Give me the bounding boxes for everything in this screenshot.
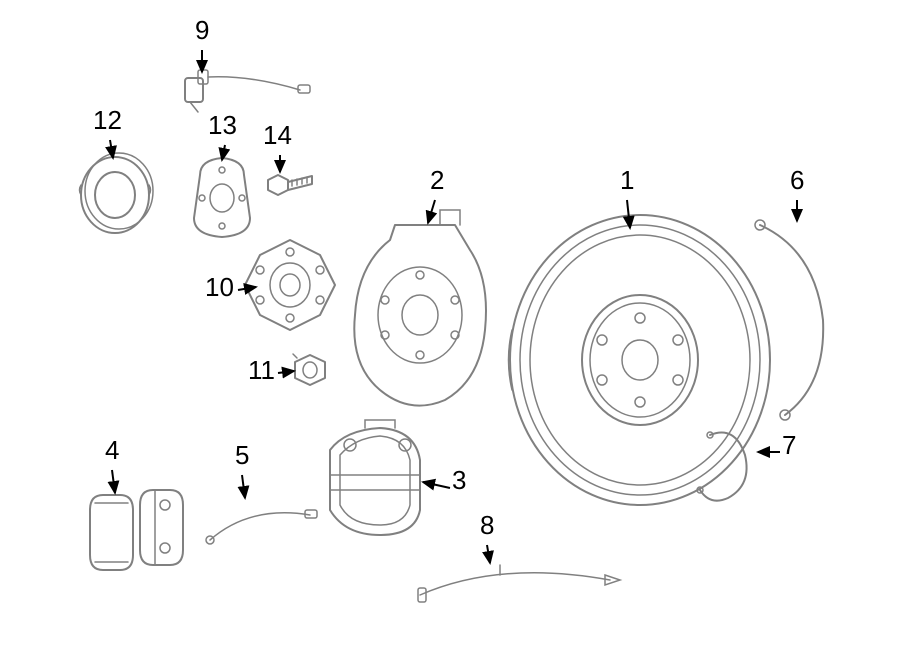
callout-1: 1: [620, 165, 634, 196]
part-retainer-spring: [697, 432, 747, 501]
callout-6: 6: [790, 165, 804, 196]
callout-8: 8: [480, 510, 494, 541]
callout-10: 10: [205, 272, 234, 303]
callout-3: 3: [452, 465, 466, 496]
part-axle-nut: [293, 354, 325, 385]
part-wear-sensor: [206, 510, 317, 544]
part-splash-shield: [354, 210, 486, 406]
callout-9: 9: [195, 15, 209, 46]
part-brake-pads: [90, 490, 183, 570]
diagram-svg: [0, 0, 900, 661]
part-bolt: [268, 175, 312, 195]
part-hub-flange: [245, 240, 335, 330]
part-brake-rotor: [509, 215, 771, 505]
callout-4: 4: [105, 435, 119, 466]
part-abs-sensor: [185, 70, 310, 112]
callout-13: 13: [208, 110, 237, 141]
callout-11: 11: [248, 355, 275, 386]
part-brake-caliper: [330, 420, 420, 535]
callout-12: 12: [93, 105, 122, 136]
callout-14: 14: [263, 120, 292, 151]
part-sensor-wire: [418, 565, 620, 602]
part-dust-cap: [194, 158, 250, 237]
part-wheel-bearing: [80, 153, 154, 233]
parts-diagram: 1 2 3 4 5 6 7 8 9 10 11 12 13 14: [0, 0, 900, 661]
callout-7: 7: [782, 430, 796, 461]
callout-5: 5: [235, 440, 249, 471]
callout-2: 2: [430, 165, 444, 196]
